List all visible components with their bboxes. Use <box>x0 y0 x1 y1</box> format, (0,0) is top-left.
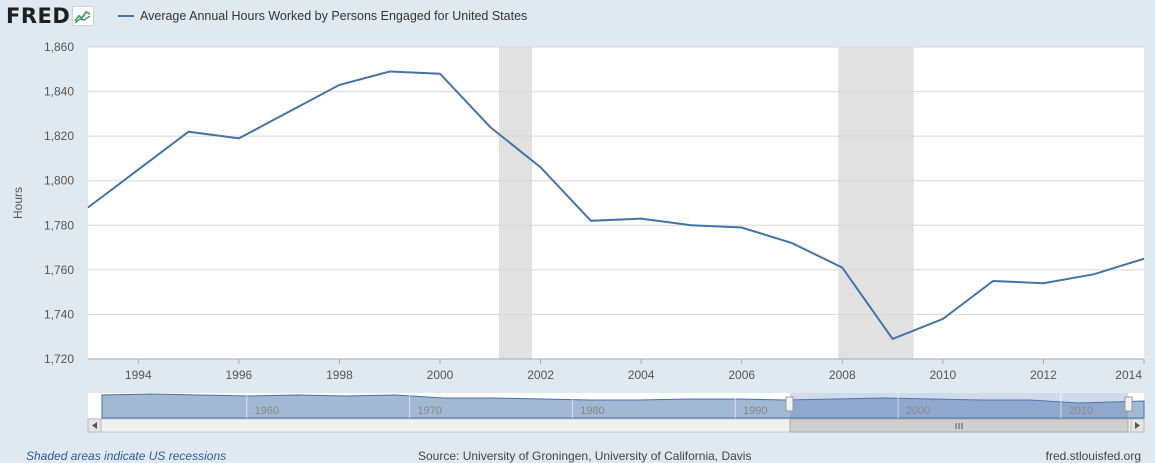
recession-band <box>498 47 533 359</box>
x-tick-label: 2006 <box>728 368 755 382</box>
navigator-year-label: 1980 <box>580 405 604 417</box>
x-tick-label: 2012 <box>1030 368 1057 382</box>
recession-band <box>838 47 914 359</box>
legend-swatch <box>118 15 134 17</box>
y-tick-label: 1,740 <box>44 307 74 321</box>
recession-note: Shaded areas indicate US recessions <box>26 449 227 463</box>
y-tick-label: 1,720 <box>44 352 74 366</box>
y-axis-ticks: 1,720 1,740 1,760 1,780 1,800 1,820 1,840 1,860 <box>44 40 74 366</box>
chart-legend[interactable]: Average Annual Hours Worked by Persons E… <box>118 9 527 23</box>
y-tick-label: 1,800 <box>44 174 74 188</box>
fred-logo[interactable]: FRED <box>6 4 95 28</box>
y-tick-label: 1,780 <box>44 218 74 232</box>
navigator-year-label: 2010 <box>1069 405 1093 417</box>
x-tick-label: 2014 <box>1115 368 1142 382</box>
navigator-year-label: 1970 <box>417 405 441 417</box>
x-tick-label: 2008 <box>829 368 856 382</box>
x-tick-label: 1994 <box>125 368 152 382</box>
navigator-area <box>101 393 1145 419</box>
logo-text: FRED <box>6 4 71 28</box>
plot-background <box>88 47 1144 359</box>
scroll-right-arrow-icon <box>1135 422 1140 429</box>
y-tick-label: 1,760 <box>44 263 74 277</box>
series-line[interactable] <box>87 70 1145 341</box>
x-tick-label: 2010 <box>930 368 957 382</box>
y-tick-label: 1,840 <box>44 85 74 99</box>
navigator-year-label: 1960 <box>255 405 279 417</box>
x-tick-label: 1998 <box>326 368 353 382</box>
recession-shading <box>498 47 914 359</box>
scroll-left-arrow-icon <box>92 422 97 429</box>
navigator-right-handle[interactable] <box>1124 396 1133 412</box>
navigator-left-handle[interactable] <box>785 396 794 412</box>
grid-lines <box>88 46 1144 360</box>
source-note: Source: University of Groningen, Univers… <box>418 449 752 463</box>
y-tick-label: 1,820 <box>44 129 74 143</box>
x-tick-label: 2000 <box>427 368 454 382</box>
x-tick-label: 2004 <box>628 368 655 382</box>
navigator-labels: 1960 1970 1980 1990 2000 2010 <box>246 393 1093 418</box>
chart-trend-icon <box>72 6 95 26</box>
x-tick-label: 1996 <box>226 368 253 382</box>
line-chart: 1,720 1,740 1,760 1,780 1,800 1,820 1,840 1,860… <box>11 40 1145 433</box>
x-tick-label: 2002 <box>527 368 554 382</box>
site-link[interactable]: fred.stlouisfed.org <box>1045 449 1141 463</box>
navigator-year-label: 2000 <box>906 405 930 417</box>
scrollbar-grip-icon <box>955 423 963 429</box>
x-axis-ticks: 1994 1996 1998 2000 2002 2004 2006 2008 2010 2012… <box>125 359 1145 382</box>
navigator-year-label: 1990 <box>743 405 767 417</box>
legend-label: Average Annual Hours Worked by Persons E… <box>140 9 528 23</box>
y-axis-label: Hours <box>11 187 25 219</box>
y-tick-label: 1,860 <box>44 40 74 54</box>
navigator-selected-range[interactable] <box>790 393 1128 418</box>
